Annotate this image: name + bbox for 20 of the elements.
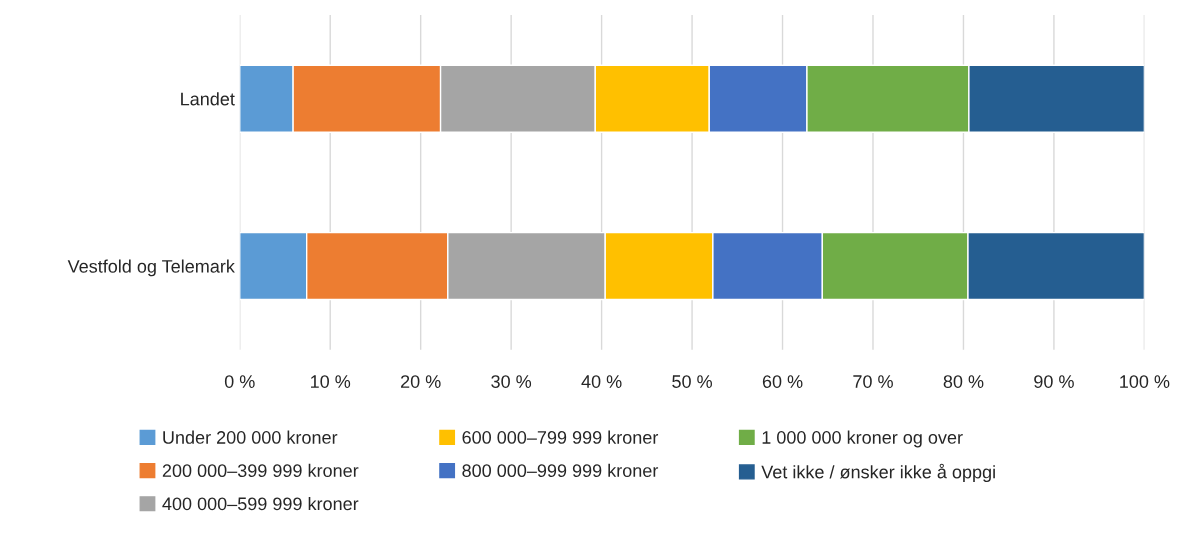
legend-label: 800 000–999 999 kroner <box>462 463 659 478</box>
x-tick-label: 0 % <box>224 375 255 388</box>
y-tick-label: Vestfold og Telemark <box>67 259 235 277</box>
legend-label: Vet ikke / ønsker ikke å oppgi <box>761 463 995 482</box>
x-tick-label: 20 % <box>401 375 441 388</box>
x-tick-label: 80 % <box>943 375 984 388</box>
x-tick-label: 30 % <box>491 375 532 388</box>
x-tick-label: 100 % <box>1120 375 1170 388</box>
x-tick-label: 10 % <box>311 375 351 388</box>
x-tick-label: 60 % <box>762 375 803 388</box>
x-tick-label: 70 % <box>853 375 893 388</box>
y-tick-label: Landet <box>181 92 235 106</box>
legend-label: Under 200 000 kroner <box>163 430 338 444</box>
x-tick-label: 90 % <box>1034 375 1074 388</box>
legend-label: 400 000–599 999 kroner <box>162 496 359 511</box>
x-tick-label: 40 % <box>581 375 622 388</box>
legend-label: 200 000–399 999 kroner <box>162 463 359 478</box>
x-tick-label: 50 % <box>672 375 712 388</box>
legend-label: 600 000–799 999 kroner <box>462 430 659 444</box>
legend-label: 1 000 000 kroner og over <box>762 430 963 448</box>
